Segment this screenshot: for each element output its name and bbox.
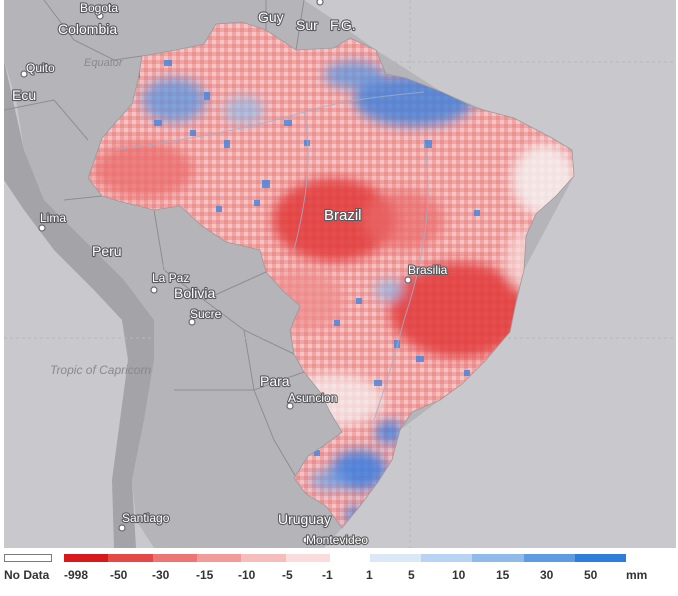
lima-label: Lima (40, 211, 66, 225)
asuncion-marker[interactable] (286, 402, 294, 410)
montevideo-marker[interactable] (302, 536, 310, 544)
legend-tick: -15 (196, 568, 214, 582)
legend-tick: 30 (540, 568, 554, 582)
equator-label: Equator (84, 57, 124, 69)
legend: No Data -998 -50 -30 -15 -10 -5 -1 1 5 10 15 30 50 … (0, 550, 678, 596)
no-data-swatch (4, 554, 52, 562)
colombia-label: Colombia (58, 21, 117, 37)
fg-label: F.G. (330, 17, 356, 33)
la-paz-marker[interactable] (150, 286, 158, 294)
legend-tick: 1 (366, 568, 373, 582)
para-label: Para (260, 373, 290, 389)
brasilia-marker[interactable] (404, 276, 412, 284)
legend-tick: -10 (238, 568, 256, 582)
positive-swatch (574, 554, 626, 562)
legend-tick: 50 (584, 568, 598, 582)
negative-swatch (64, 554, 109, 562)
quito-marker[interactable] (20, 70, 28, 78)
legend-tick: -5 (282, 568, 293, 582)
positive-swatch (370, 554, 422, 562)
tropic-label: Tropic of Capricorn (50, 363, 151, 377)
precipitation-map[interactable]: Equator Tropic of Capricorn Bogota Colom… (4, 0, 676, 548)
peru-label: Peru (92, 243, 122, 259)
asuncion-label: Asuncion (288, 391, 337, 405)
guy-label: Guy (258, 9, 284, 25)
negative-swatch (241, 554, 286, 562)
sucre-marker[interactable] (188, 318, 196, 326)
legend-tick: 5 (408, 568, 415, 582)
map-canvas: Equator Tropic of Capricorn Bogota Colom… (4, 0, 676, 548)
brazil-label: Brazil (324, 207, 362, 224)
santiago-label: Santiago (122, 511, 170, 525)
no-data-label: No Data (4, 568, 50, 582)
lima-marker[interactable] (38, 224, 46, 232)
legend-tick: -50 (110, 568, 128, 582)
paramaribo-marker[interactable] (316, 0, 324, 6)
sur-label: Sur (296, 17, 318, 33)
bogota-marker[interactable] (96, 12, 104, 20)
negative-swatch (197, 554, 242, 562)
quito-label: Quito (26, 61, 55, 75)
country-borders (4, 0, 307, 495)
negative-swatch (285, 554, 330, 562)
legend-tick: 15 (496, 568, 510, 582)
positive-swatch (472, 554, 524, 562)
andes-land (4, 60, 154, 548)
sucre-label: Sucre (190, 307, 222, 321)
city-markers (20, 0, 412, 544)
negative-swatch (152, 554, 197, 562)
bolivia-label: Bolivia (174, 285, 215, 301)
negative-swatch (108, 554, 153, 562)
legend-tick: 10 (452, 568, 466, 582)
ecu-label: Ecu (12, 87, 36, 103)
positive-swatch (523, 554, 575, 562)
legend-tick: -1 (322, 568, 333, 582)
bogota-label: Bogota (80, 1, 118, 15)
brasilia-label: Brasilia (408, 263, 448, 277)
legend-tick: -998 (64, 568, 89, 582)
unit-label: mm (626, 568, 648, 582)
uruguay-label: Uruguay (278, 511, 331, 527)
montevideo-label: Montevideo (306, 533, 368, 547)
legend-tick: -30 (152, 568, 170, 582)
la-paz-label: La Paz (152, 271, 189, 285)
santiago-marker[interactable] (118, 524, 126, 532)
positive-swatch (421, 554, 473, 562)
